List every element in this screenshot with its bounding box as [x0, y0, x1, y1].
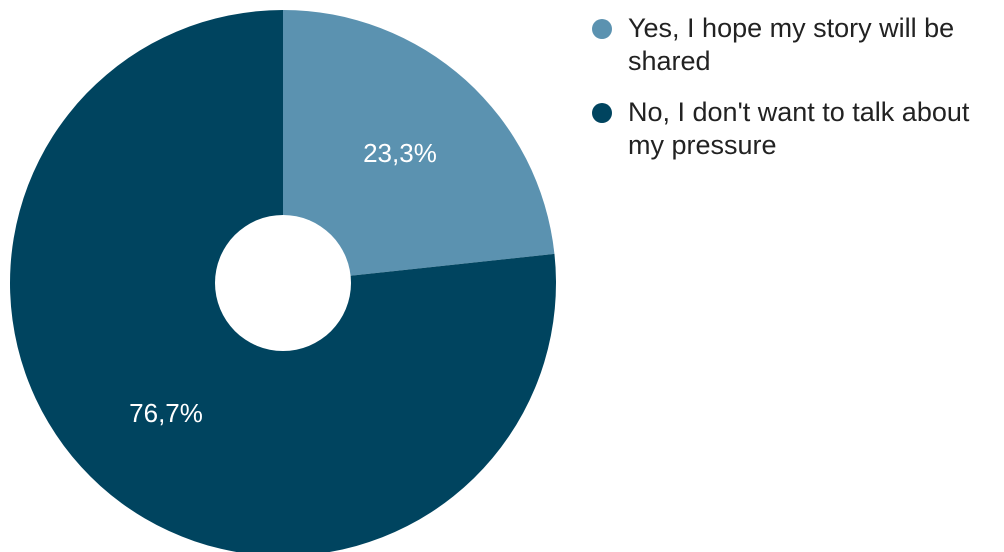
legend-item-yes: Yes, I hope my story will be shared — [592, 12, 1004, 78]
legend-swatch-no — [592, 103, 612, 123]
slice-label-1: 76,7% — [129, 398, 203, 428]
legend-label-no: No, I don't want to talk about my pressu… — [628, 97, 970, 160]
pie-slice-1 — [10, 10, 556, 552]
legend: Yes, I hope my story will be shared No, … — [592, 12, 1004, 180]
legend-swatch-yes — [592, 19, 612, 39]
slice-label-0: 23,3% — [363, 138, 437, 168]
donut-hole — [215, 215, 351, 351]
chart-slices — [10, 10, 556, 552]
legend-item-no: No, I don't want to talk about my pressu… — [592, 96, 1004, 162]
pie-slice-0 — [283, 10, 555, 283]
chart-data-labels: 23,3% 76,7% — [129, 138, 437, 428]
legend-label-yes: Yes, I hope my story will be shared — [628, 13, 955, 76]
